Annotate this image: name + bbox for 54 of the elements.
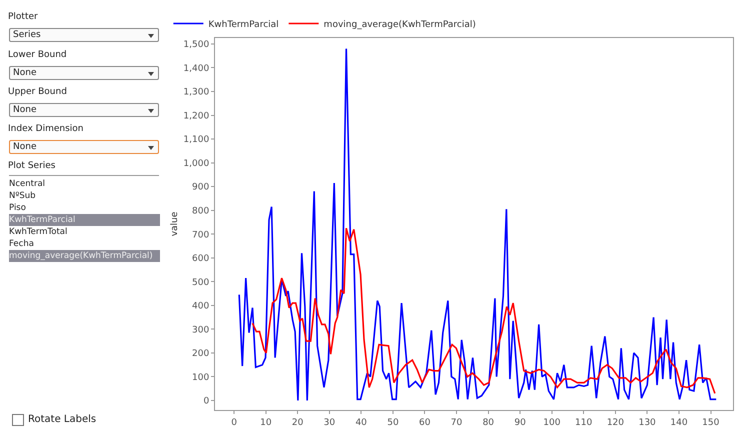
dropdown-field: None	[9, 66, 159, 80]
y-tick-label: 0	[203, 396, 210, 407]
y-tick-label: 100	[192, 372, 210, 383]
y-tick-label: 600	[192, 254, 210, 264]
text: Piso	[9, 202, 27, 214]
line-series	[252, 227, 716, 394]
x-tick-label: 0	[231, 418, 238, 428]
y-tick-label: 1,000	[183, 158, 210, 169]
x-tick-label: 10	[260, 418, 272, 428]
text: NºSub	[9, 190, 37, 202]
y-tick-label: 1,200	[183, 111, 210, 122]
text: Plotter	[8, 12, 38, 22]
text: KwhTermParcial	[9, 214, 161, 226]
line-series	[238, 48, 717, 402]
y-tick-label: 200	[192, 349, 210, 360]
text: Plot Series	[8, 161, 56, 171]
text: Fecha	[9, 238, 35, 250]
x-tick-label: 90	[514, 418, 526, 428]
x-tick-label: 120	[606, 418, 624, 428]
text: Rotate Labels	[28, 414, 96, 425]
x-tick-label: 100	[543, 418, 561, 428]
legend-label: moving_average(KwhTermParcial)	[324, 20, 476, 30]
dropdown-field: None	[9, 103, 159, 117]
dropdown-field: None	[9, 140, 159, 154]
text: KwhTermTotal	[9, 226, 68, 238]
x-tick-label: 70	[450, 418, 463, 428]
text: moving_average(KwhTermParcial)	[9, 250, 161, 262]
text: Upper Bound	[8, 87, 67, 97]
dropdown-field: Series	[9, 28, 159, 42]
y-tick-label: 1,400	[183, 64, 210, 74]
x-tick-label: 80	[482, 418, 494, 428]
y-tick-label: 300	[192, 325, 210, 336]
y-axis-title: value	[170, 211, 180, 236]
legend-label: KwhTermParcial	[208, 20, 279, 30]
x-tick-label: 140	[670, 418, 688, 428]
y-tick-label: 700	[192, 230, 210, 240]
y-tick-label: 1,100	[183, 135, 210, 146]
text: Lower Bound	[8, 50, 67, 60]
x-tick-label: 110	[575, 418, 592, 428]
x-tick-label: 50	[387, 418, 399, 428]
x-tick-label: 20	[292, 418, 304, 428]
y-tick-label: 800	[192, 206, 210, 216]
x-tick-label: 40	[355, 418, 368, 428]
x-tick-label: 30	[324, 418, 336, 428]
text: Ncentral	[9, 178, 46, 190]
x-tick-label: 130	[638, 418, 656, 428]
y-tick-label: 900	[192, 182, 210, 193]
y-tick-label: 500	[192, 278, 210, 288]
x-tick-label: 150	[702, 418, 720, 428]
x-tick-label: 60	[419, 418, 431, 428]
y-tick-label: 1,500	[183, 40, 210, 50]
y-tick-label: 400	[192, 302, 210, 312]
text: Index Dimension	[8, 124, 84, 134]
y-tick-label: 1,300	[183, 88, 210, 98]
